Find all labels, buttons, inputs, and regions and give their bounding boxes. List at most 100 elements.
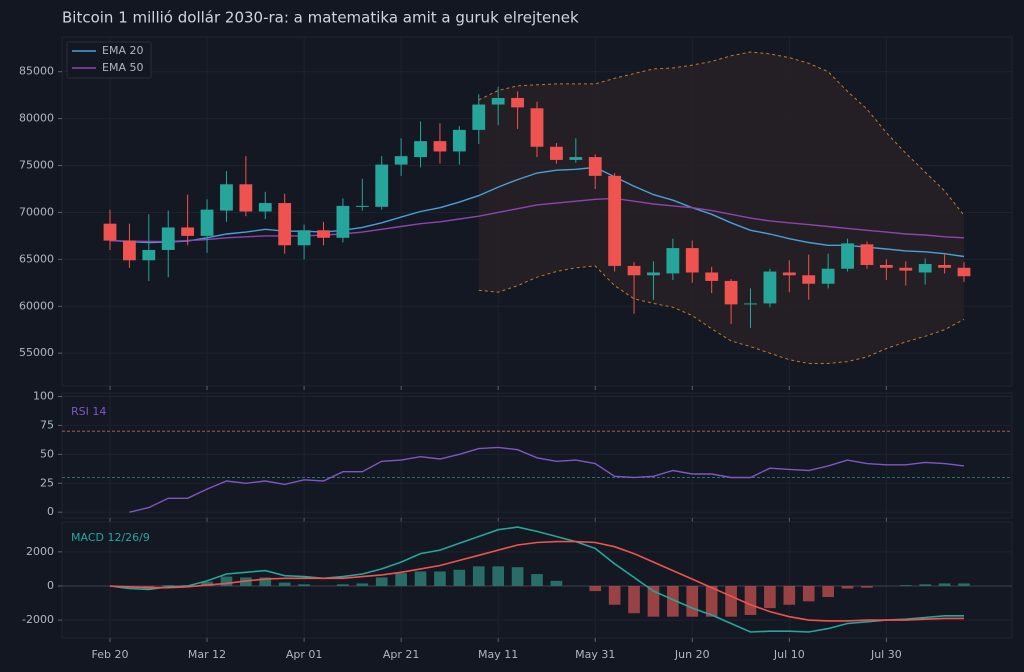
histogram-bar (414, 571, 427, 586)
candle-body (550, 146, 563, 160)
panel-label: RSI 14 (71, 405, 106, 418)
candle-body (142, 249, 156, 261)
histogram-bar (686, 585, 699, 617)
histogram-bar (589, 585, 602, 592)
histogram-bar (841, 585, 854, 589)
candle-body (588, 157, 602, 176)
histogram-bar (938, 583, 951, 586)
histogram-bar (822, 585, 834, 598)
candle-body (472, 104, 486, 130)
candle-body (433, 141, 447, 152)
histogram-bar (453, 569, 466, 586)
x-tick-label: May 11 (478, 648, 518, 661)
candle-body (278, 203, 292, 246)
histogram-bar (667, 585, 679, 617)
y-tick-label: 25 (40, 476, 54, 489)
panel-label: MACD 12/26/9 (71, 531, 150, 544)
y-tick-label: 0 (47, 579, 54, 592)
y-tick-label: 55000 (19, 346, 54, 359)
histogram-bar (783, 585, 796, 605)
candle-body (220, 184, 233, 211)
panel-frame (61, 392, 1013, 519)
candle-body (899, 267, 913, 271)
histogram-bar (278, 582, 291, 586)
histogram-bar (511, 567, 524, 586)
x-tick-label: May 31 (575, 648, 615, 661)
y-tick-label: 75000 (19, 159, 54, 172)
y-tick-label: 70000 (19, 205, 54, 218)
legend-label: EMA 20 (102, 44, 143, 57)
histogram-bar (531, 574, 543, 586)
y-tick-label: 75 (40, 418, 54, 431)
histogram-bar (395, 573, 407, 586)
x-tick-label: Jul 10 (773, 648, 805, 661)
candle-body (666, 248, 680, 274)
histogram-bar (705, 585, 718, 617)
histogram-bar (802, 585, 815, 602)
histogram-bar (647, 585, 660, 617)
histogram-bar (919, 584, 932, 586)
histogram-bar (899, 585, 912, 586)
histogram-bar (298, 584, 310, 586)
candle-body (375, 164, 389, 207)
histogram-bar (434, 571, 446, 586)
candle-body (297, 230, 311, 246)
candle-body (491, 97, 505, 105)
band-upper (478, 51, 965, 216)
x-tick-label: Apr 21 (383, 648, 420, 661)
y-tick-label: -2000 (22, 613, 54, 626)
ema-line (109, 197, 965, 243)
histogram-bar (725, 585, 737, 617)
y-tick-label: 80000 (19, 112, 54, 125)
y-tick-label: 0 (47, 505, 54, 518)
candle-body (161, 227, 175, 250)
candle-body (705, 272, 719, 281)
candle-body (103, 223, 117, 241)
y-tick-label: 60000 (19, 299, 54, 312)
y-tick-label: 2000 (26, 545, 54, 558)
candle-body (123, 240, 136, 261)
histogram-bar (142, 585, 155, 588)
y-tick-label: 100 (33, 389, 54, 402)
histogram-bar (550, 580, 563, 586)
candle-body (317, 230, 330, 238)
candle-body (200, 209, 214, 236)
candle-body (608, 175, 622, 266)
ema-line (109, 166, 965, 258)
x-tick-label: Jun 20 (674, 648, 710, 661)
histogram-bar (259, 577, 272, 586)
histogram-bar (628, 585, 640, 614)
candle-body (569, 157, 583, 160)
candle-body (685, 248, 699, 273)
chart-title: Bitcoin 1 millió dollár 2030-ra: a matem… (62, 9, 579, 27)
macd-line (109, 526, 964, 633)
x-tick-label: Jul 30 (870, 648, 902, 661)
y-tick-label: 65000 (19, 252, 54, 265)
x-tick-label: Apr 01 (286, 648, 323, 661)
candle-body (802, 275, 816, 284)
histogram-bar (375, 577, 388, 586)
y-tick-label: 50 (40, 447, 54, 460)
macd-line (109, 540, 964, 622)
candle-body (181, 227, 195, 236)
histogram-bar (861, 585, 873, 588)
candle-body (782, 272, 796, 276)
candle-body (744, 303, 757, 305)
candle-body (355, 205, 369, 207)
band-lower (478, 265, 965, 364)
candle-body (452, 129, 466, 152)
histogram-bar (472, 566, 485, 586)
candle-body (394, 156, 408, 165)
histogram-bar (764, 585, 776, 609)
rsi-line (129, 446, 965, 513)
histogram-bar (492, 566, 505, 586)
x-tick-label: Feb 20 (92, 648, 129, 661)
band-area (478, 52, 964, 364)
candle-body (938, 264, 951, 268)
candle-body (258, 203, 272, 212)
x-tick-label: Mar 12 (188, 648, 226, 661)
y-tick-label: 85000 (19, 65, 54, 78)
candle-body (336, 205, 350, 238)
candle-body (821, 268, 835, 284)
